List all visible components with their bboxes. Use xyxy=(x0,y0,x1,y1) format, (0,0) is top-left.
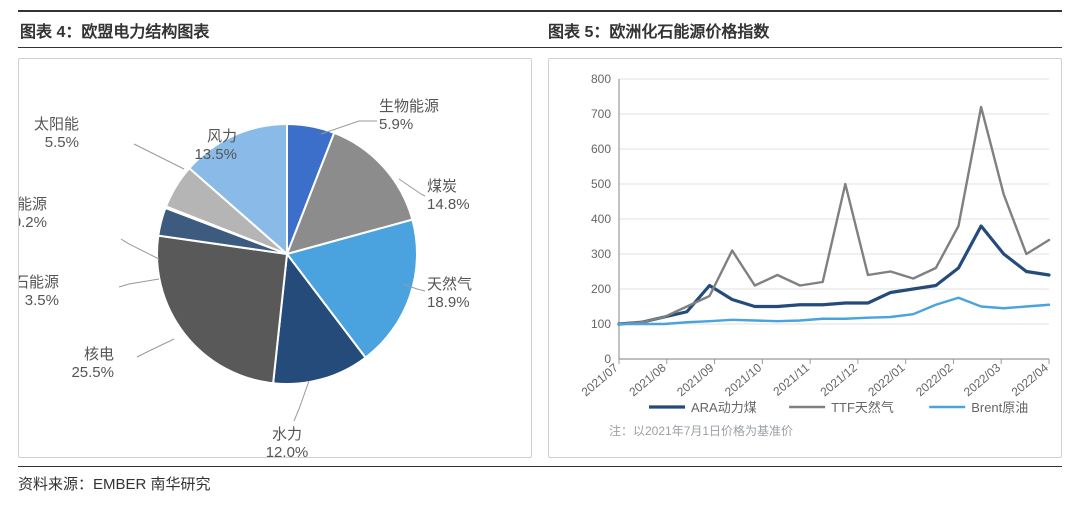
legend-label: Brent原油 xyxy=(971,400,1028,415)
pie-leader xyxy=(294,381,309,421)
x-tick-label: 2022/03 xyxy=(961,360,1003,399)
pie-label-pct: 12.0% xyxy=(266,444,309,457)
x-tick-label: 2022/02 xyxy=(913,360,955,399)
pie-leader xyxy=(119,279,159,287)
y-tick-label: 600 xyxy=(591,142,611,156)
line-chart: 01002003004005006007008002021/072021/082… xyxy=(549,59,1061,457)
x-tick-label: 2022/04 xyxy=(1009,360,1051,399)
figure-container: 图表 4：欧盟电力结构图表 图表 5：欧洲化石能源价格指数 生物能源5.9% 煤炭… xyxy=(0,0,1080,500)
x-tick-label: 2021/07 xyxy=(579,360,621,399)
y-tick-label: 200 xyxy=(591,282,611,296)
chart-title-left: 图表 4：欧盟电力结构图表 xyxy=(18,18,534,42)
pie-label: 生物能源 xyxy=(379,98,439,115)
y-tick-label: 300 xyxy=(591,247,611,261)
x-tick-label: 2021/10 xyxy=(722,360,764,399)
x-tick-label: 2021/09 xyxy=(674,360,716,399)
pie-label: 其他化石能源 xyxy=(19,274,59,291)
pie-label-pct: 14.8% xyxy=(427,196,470,213)
pie-chart-panel: 生物能源5.9% 煤炭14.8% 天然气18.9% 水力12.0% 核电25.5% 其他化… xyxy=(18,58,532,458)
series-line xyxy=(619,107,1049,324)
pie-label-pct: 5.5% xyxy=(45,134,79,151)
chart-title-right: 图表 5：欧洲化石能源价格指数 xyxy=(534,18,1062,42)
y-tick-label: 100 xyxy=(591,317,611,331)
chart-note: 注：以2021年7月1日价格为基准价 xyxy=(609,423,793,438)
pie-label: 太阳能 xyxy=(34,116,79,133)
x-tick-label: 2021/08 xyxy=(626,360,668,399)
pie-label-pct: 18.9% xyxy=(427,294,470,311)
y-tick-label: 800 xyxy=(591,72,611,86)
pie-label: 风力 xyxy=(207,128,237,145)
pie-label: 煤炭 xyxy=(427,178,457,195)
y-tick-label: 500 xyxy=(591,177,611,191)
pie-label: 核电 xyxy=(84,346,114,363)
x-tick-label: 2021/12 xyxy=(818,360,860,399)
line-chart-panel: 01002003004005006007008002021/072021/082… xyxy=(548,58,1062,458)
pie-label: 水力 xyxy=(272,426,302,443)
pie-label: 其他可再生能源 xyxy=(19,196,47,213)
series-line xyxy=(619,298,1049,324)
pie-slice xyxy=(157,236,287,384)
legend-label: TTF天然气 xyxy=(831,400,894,415)
pie-label-pct: 0.2% xyxy=(19,214,47,231)
pie-leader xyxy=(121,239,159,259)
pie-label-pct: 13.5% xyxy=(194,146,237,163)
x-tick-label: 2021/11 xyxy=(770,360,812,398)
pie-label-pct: 3.5% xyxy=(25,292,59,309)
charts-row: 生物能源5.9% 煤炭14.8% 天然气18.9% 水力12.0% 核电25.5% 其他化… xyxy=(18,48,1062,466)
y-tick-label: 700 xyxy=(591,107,611,121)
pie-label-pct: 25.5% xyxy=(71,364,114,381)
pie-chart: 生物能源5.9% 煤炭14.8% 天然气18.9% 水力12.0% 核电25.5% 其他化… xyxy=(19,59,531,457)
titles-row: 图表 4：欧盟电力结构图表 图表 5：欧洲化石能源价格指数 xyxy=(18,10,1062,48)
x-tick-label: 2022/01 xyxy=(865,360,907,399)
y-tick-label: 400 xyxy=(591,212,611,226)
pie-label: 天然气 xyxy=(427,276,472,293)
source-footer: 资料来源：EMBER 南华研究 xyxy=(18,466,1062,494)
pie-leader xyxy=(137,339,174,357)
pie-label-pct: 5.9% xyxy=(379,116,413,133)
legend-label: ARA动力煤 xyxy=(691,400,757,415)
pie-leader xyxy=(134,144,184,169)
